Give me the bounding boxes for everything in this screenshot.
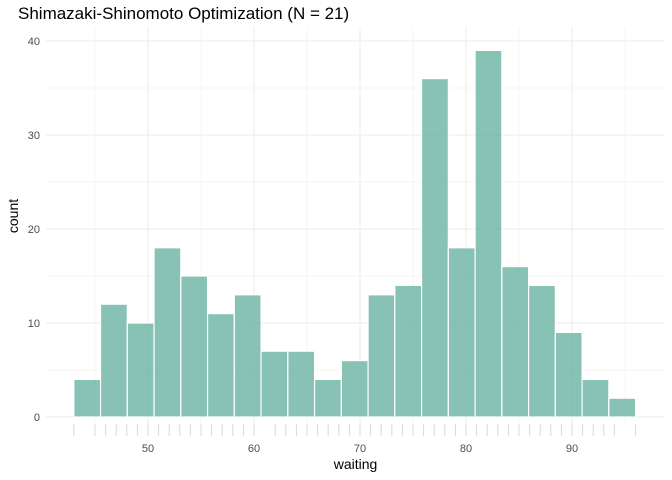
histogram-bar bbox=[474, 49, 503, 418]
histogram-bar bbox=[233, 294, 262, 418]
y-tick-label: 20 bbox=[28, 224, 40, 236]
x-tick-label: 70 bbox=[354, 443, 366, 455]
histogram-bar bbox=[206, 313, 235, 418]
histogram-bar bbox=[527, 284, 556, 418]
x-tick-label: 50 bbox=[142, 443, 154, 455]
histogram-bar bbox=[447, 247, 476, 418]
chart-title: Shimazaki-Shinomoto Optimization (N = 21… bbox=[18, 4, 350, 23]
histogram-bar bbox=[287, 350, 316, 418]
y-axis-label: count bbox=[5, 199, 21, 233]
histogram-bar bbox=[73, 378, 102, 418]
histogram-bar bbox=[153, 247, 182, 418]
histogram-bar bbox=[99, 303, 128, 418]
y-tick-label: 10 bbox=[28, 318, 40, 330]
histogram-bar bbox=[501, 266, 530, 418]
histogram-bar bbox=[180, 275, 209, 418]
histogram-bar bbox=[420, 77, 449, 418]
histogram-bar bbox=[367, 294, 396, 418]
histogram-bar bbox=[313, 378, 342, 418]
histogram-bar bbox=[340, 360, 369, 418]
x-tick-label: 60 bbox=[248, 443, 260, 455]
histogram-bar bbox=[608, 397, 637, 418]
histogram-bar bbox=[581, 378, 610, 418]
x-axis-label: waiting bbox=[333, 456, 378, 472]
x-tick-label: 80 bbox=[460, 443, 472, 455]
y-tick-label: 40 bbox=[28, 36, 40, 48]
histogram-bar bbox=[260, 350, 289, 418]
x-tick-label: 90 bbox=[566, 443, 578, 455]
histogram-bar bbox=[554, 331, 583, 418]
y-tick-label: 0 bbox=[34, 412, 40, 424]
histogram-bar bbox=[126, 322, 155, 418]
histogram-bar bbox=[394, 284, 423, 418]
y-tick-label: 30 bbox=[28, 130, 40, 142]
